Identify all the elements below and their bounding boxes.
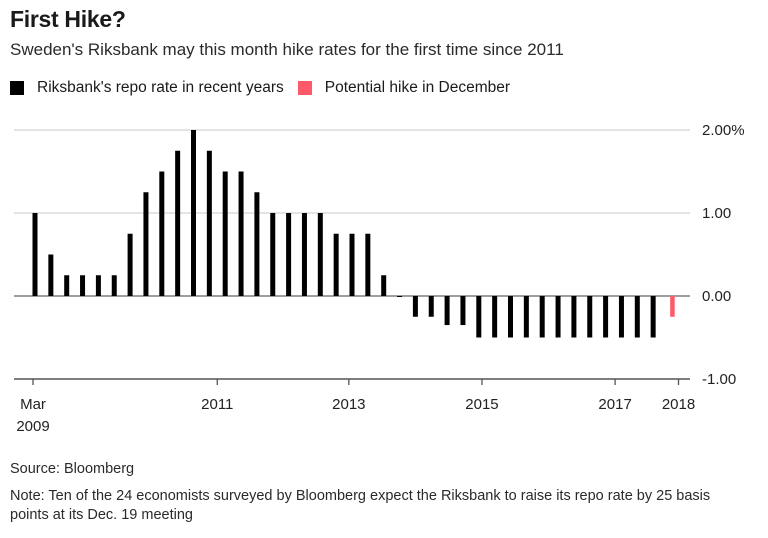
bar-repo-rate bbox=[64, 275, 70, 296]
x-tick-label: 2018 bbox=[662, 396, 695, 413]
y-tick-label: 2.00% bbox=[702, 122, 745, 139]
x-tick-label: 2013 bbox=[332, 396, 365, 413]
bar-repo-rate bbox=[444, 296, 450, 326]
legend-swatch-repo-rate bbox=[10, 81, 24, 95]
bar-repo-rate bbox=[460, 296, 466, 326]
bar-repo-rate bbox=[650, 296, 656, 338]
chart-title: First Hike? bbox=[10, 6, 126, 32]
bar-repo-rate bbox=[32, 213, 38, 296]
x-axis-labels: Mar 2009 2011 2013 2015 2017 2018 bbox=[16, 396, 695, 435]
bar-repo-rate bbox=[333, 233, 339, 296]
bar-repo-rate bbox=[365, 233, 371, 296]
chart-area: 2.00% 1.00 0.00 -1.00 Mar 2009 2011 2013 2015 20… bbox=[14, 122, 745, 435]
bar-repo-rate bbox=[286, 213, 292, 296]
bar-repo-rate bbox=[270, 213, 276, 296]
bar-repo-rate bbox=[48, 254, 54, 296]
bar-repo-rate bbox=[381, 275, 387, 296]
bar-repo-rate bbox=[301, 213, 307, 296]
bar-repo-rate bbox=[492, 296, 498, 338]
bar-repo-rate bbox=[127, 233, 133, 296]
bar-repo-rate bbox=[191, 130, 196, 296]
bar-repo-rate bbox=[254, 192, 260, 296]
y-tick-label: 0.00 bbox=[702, 288, 731, 305]
bar-repo-rate bbox=[603, 296, 609, 338]
bar-repo-rate bbox=[412, 296, 418, 317]
bar-repo-rate bbox=[222, 171, 228, 296]
legend-item-potential-hike: Potential hike in December bbox=[297, 79, 511, 97]
legend-swatch-potential-hike bbox=[297, 81, 312, 95]
bar-repo-rate bbox=[349, 233, 355, 296]
bar-repo-rate bbox=[618, 296, 624, 338]
chart-subtitle: Sweden's Riksbank may this month hike ra… bbox=[10, 40, 564, 59]
bar-repo-rate bbox=[317, 213, 323, 296]
x-tick-label: Mar bbox=[20, 396, 46, 413]
bar-repo-rate bbox=[143, 192, 149, 296]
bar-repo-rate bbox=[523, 296, 529, 338]
legend-label-repo-rate: Riksbank's repo rate in recent years bbox=[37, 79, 284, 96]
legend-item-repo-rate: Riksbank's repo rate in recent years bbox=[10, 79, 284, 97]
bar-repo-rate bbox=[555, 296, 561, 338]
bar-repo-rate bbox=[95, 275, 101, 296]
bar-repo-rate bbox=[397, 296, 403, 297]
bar-repo-rate bbox=[634, 296, 640, 338]
y-tick-label: -1.00 bbox=[702, 371, 736, 388]
bar-repo-rate bbox=[476, 296, 482, 338]
legend: Riksbank's repo rate in recent years Pot… bbox=[10, 79, 524, 97]
bar-repo-rate bbox=[238, 171, 244, 296]
x-tick-label-year: 2009 bbox=[16, 418, 49, 435]
x-tick-label: 2015 bbox=[465, 396, 498, 413]
legend-label-potential-hike: Potential hike in December bbox=[324, 79, 511, 96]
bar-repo-rate bbox=[80, 275, 86, 296]
x-tick-label: 2011 bbox=[201, 396, 233, 413]
bar-repo-rate bbox=[111, 275, 117, 296]
bar-repo-rate bbox=[539, 296, 545, 338]
footnote: Note: Ten of the 24 economists surveyed … bbox=[10, 488, 711, 523]
bar-repo-rate bbox=[206, 150, 212, 296]
x-axis bbox=[14, 378, 690, 385]
x-tick-label: 2017 bbox=[598, 396, 631, 413]
bar-repo-rate bbox=[159, 171, 165, 296]
y-axis-labels: 2.00% 1.00 0.00 -1.00 bbox=[702, 122, 745, 388]
bar-repo-rate bbox=[508, 296, 513, 338]
bar-potential-hike bbox=[670, 296, 675, 317]
bar-repo-rate bbox=[428, 296, 434, 317]
bar-repo-rate bbox=[175, 150, 181, 296]
bar-repo-rate bbox=[571, 296, 577, 338]
source-note: Source: Bloomberg bbox=[10, 461, 135, 477]
bars bbox=[32, 130, 675, 338]
bar-repo-rate bbox=[587, 296, 593, 338]
y-tick-label: 1.00 bbox=[702, 205, 731, 222]
